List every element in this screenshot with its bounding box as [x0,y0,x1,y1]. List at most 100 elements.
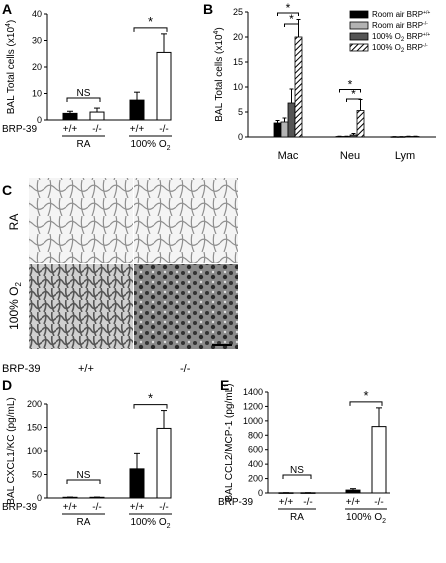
panel-letter-b: B [203,1,213,17]
panel-letter-e: E [220,377,229,393]
genotype-ko-label: -/- [180,363,191,375]
y-axis-title: BAL Total cells (x104) [5,20,17,115]
y-tick-label: 10 [32,89,42,99]
significance-label: * [148,14,153,29]
x-tick-label: +/+ [279,497,294,508]
bar [356,110,365,138]
significance-bracket [282,474,312,479]
micrograph-row-label-o2: 100% O2 [7,282,23,330]
y-tick-label: 25 [233,7,243,17]
significance-label: * [363,388,368,403]
genotype-wt-label: +/+ [78,363,94,375]
y-axis-title: BAL CXCL1/KC (pg/mL) [6,397,17,504]
x-tick-label: -/- [159,502,168,513]
y-axis-title: BAL CCL2/MCP-1 (pg/mL) [224,384,235,502]
y-tick-label: 200 [27,399,42,409]
legend-label: Room air BRP-/- [372,21,428,30]
chart-b: 0 5 10 15 20 25 BAL Total cells (x104) Mac Neu Ly… [213,1,436,162]
y-tick-label: 0 [37,493,42,503]
y-tick-label: 50 [32,470,42,480]
micrograph-ra-ko [134,178,238,263]
group-label: RA [290,512,304,523]
x-tick-label: +/+ [63,124,78,135]
group-label: 100% O2 [130,517,170,530]
x-category-label: Lym [395,150,415,162]
y-axis-title: BAL Total cells (x104) [213,27,225,122]
micrograph-row-label-ra: RA [7,214,21,231]
y-tick-label: 5 [238,107,243,117]
y-tick-label: 0 [37,115,42,125]
significance-label: * [148,391,153,406]
y-tick-label: 20 [32,62,42,72]
y-tick-label: 10 [233,82,243,92]
significance-label: * [348,78,353,92]
x-tick-label: -/- [92,124,101,135]
y-tick-label: 1000 [243,416,263,426]
bar [89,111,105,121]
significance-label: * [286,1,291,15]
significance-bracket [133,27,168,32]
panel-letter-c: C [2,182,12,198]
x-tick-label: +/+ [130,502,145,513]
panel-letter-a: A [2,1,12,17]
bar [371,426,387,494]
y-tick-label: 30 [32,36,42,46]
significance-bracket [66,479,101,484]
significance-label: NS [77,88,91,99]
significance-bracket [349,401,383,406]
bar [273,122,282,138]
x-tick-label: +/+ [130,124,145,135]
significance-label: * [289,12,294,26]
x-tick-label: +/+ [346,497,361,508]
y-tick-label: 0 [238,132,243,142]
x-category-label: Neu [340,150,360,162]
genotype-row-label: BRP-39 [2,363,41,375]
legend-swatch [349,43,369,52]
x-category-label: Mac [278,150,299,162]
panel-letter-d: D [2,377,12,393]
bar [156,51,172,121]
x-tick-label: -/- [159,124,168,135]
y-tick-label: 600 [248,445,263,455]
y-tick-label: 40 [32,9,42,19]
micrograph-o2-ko [134,264,238,349]
legend-label: Room air BRP+/+ [372,10,430,19]
bar [345,489,361,494]
bar [294,36,303,138]
significance-bracket [66,97,101,102]
y-tick-label: 15 [233,57,243,67]
significance-label: NS [77,470,91,481]
legend-label: 100% O2 BRP-/- [372,43,428,54]
group-label: 100% O2 [346,512,386,525]
x-tick-label: +/+ [63,502,78,513]
legend-label: 100% O2 BRP+/+ [372,32,430,43]
bar [280,121,289,138]
bar [287,102,296,138]
chart-e: 0 200 400 600 800 1000 1200 1400 BAL CCL2/MCP-1 … [218,384,390,525]
micrograph-ra-wt [29,178,133,263]
y-tick-label: 100 [27,446,42,456]
y-tick-label: 20 [233,32,243,42]
y-tick-label: 1200 [243,401,263,411]
significance-bracket [133,404,168,409]
legend-swatch [349,32,369,41]
x-tick-label: -/- [92,502,101,513]
bar [129,99,145,121]
legend-swatch [349,21,369,30]
significance-label: NS [290,465,304,476]
significance-bracket [284,23,299,27]
genotype-row-label: BRP-39 [218,497,253,508]
x-tick-label: -/- [303,497,312,508]
significance-label: * [351,87,356,101]
micrograph-panel: RA 100% O2 BRP-39 +/+ -/- [2,178,238,375]
significance-bracket [346,98,361,102]
genotype-row-label: BRP-39 [2,502,37,513]
bar [129,468,145,499]
significance-bracket [339,89,361,93]
y-tick-label: 200 [248,474,263,484]
y-tick-label: 150 [27,423,42,433]
y-tick-label: 0 [258,488,263,498]
